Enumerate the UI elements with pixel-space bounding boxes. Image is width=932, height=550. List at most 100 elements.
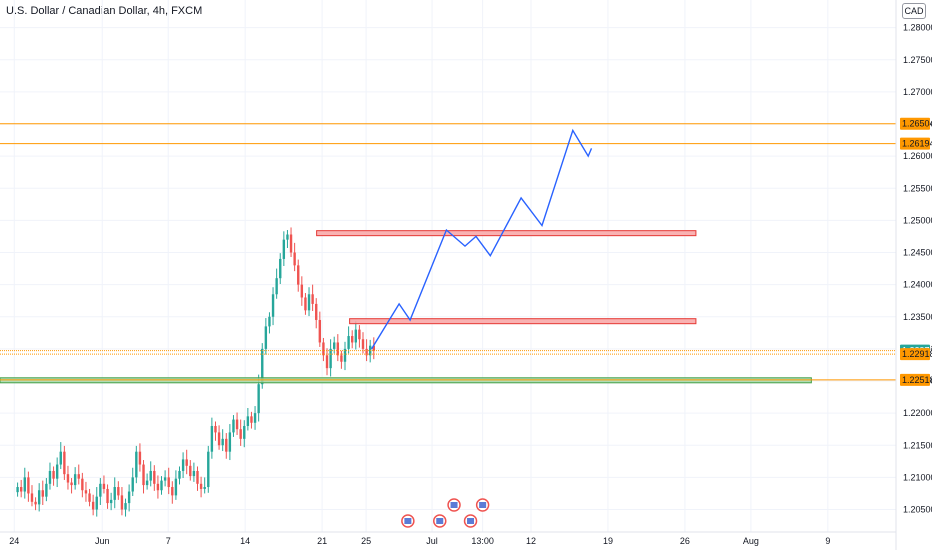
y-tick-label: 1.21000 <box>903 472 932 482</box>
x-tick-label: 25 <box>361 536 371 546</box>
x-tick-label: 13:00 <box>471 536 494 546</box>
candle-body <box>95 496 98 510</box>
currency-badge[interactable]: CAD <box>902 3 926 19</box>
candle-body <box>289 234 293 253</box>
price-badge-label: 1.26194 <box>902 139 932 149</box>
candle-body <box>315 303 318 320</box>
candle-body <box>307 294 311 311</box>
candle-body <box>297 265 300 285</box>
candle-body <box>174 478 178 496</box>
candle-body <box>336 342 340 356</box>
x-tick-label: Aug <box>743 536 759 546</box>
event-flag-icon <box>479 502 487 508</box>
candle-body <box>268 316 271 327</box>
x-tick-label: 24 <box>9 536 19 546</box>
candle-body <box>196 470 199 484</box>
y-tick-label: 1.25500 <box>903 183 932 193</box>
candle-body <box>109 499 113 504</box>
candle-body <box>217 432 221 446</box>
candle-body <box>120 495 124 510</box>
candle-body <box>322 342 325 356</box>
candle-body <box>34 501 37 505</box>
y-tick-label: 1.25000 <box>903 215 932 225</box>
x-tick-label: 9 <box>825 536 830 546</box>
candle-body <box>329 348 332 369</box>
candle-body <box>55 464 59 479</box>
y-tick-label: 1.24500 <box>903 248 932 258</box>
candle-body <box>178 470 181 479</box>
candle-body <box>70 482 73 486</box>
zones[interactable] <box>0 230 812 384</box>
candle-body <box>124 503 127 510</box>
y-tick-label: 1.20500 <box>903 505 932 515</box>
candle-body <box>27 477 30 494</box>
price-badge-bg <box>900 137 930 150</box>
candle-body <box>66 474 70 483</box>
candle-body <box>207 451 210 488</box>
candle-body <box>81 478 84 491</box>
candle-body <box>142 464 145 486</box>
candle-body <box>23 477 26 492</box>
candle-body <box>102 483 106 489</box>
candle-body <box>214 425 217 433</box>
candle-body <box>333 342 336 349</box>
candle-body <box>293 252 296 266</box>
candle-body <box>127 491 131 504</box>
candle-body <box>163 477 167 481</box>
x-tick-label: 14 <box>240 536 250 546</box>
candle-body <box>149 470 152 481</box>
candle-body <box>37 490 41 505</box>
y-tick-label: 1.21500 <box>903 440 932 450</box>
candle-body <box>199 483 203 489</box>
candle-body <box>325 355 329 369</box>
candle-body <box>243 425 246 439</box>
price-levels[interactable] <box>0 123 896 381</box>
candle-body <box>253 413 257 423</box>
candle-body <box>340 355 343 362</box>
time-axis[interactable]: 24 Jun 7 14 21 25 Jul 13:00 12 19 26 Aug 9 <box>9 536 830 546</box>
candle-body <box>59 451 62 465</box>
candle-body <box>99 483 102 497</box>
candle-body <box>153 470 156 484</box>
chart-title: U.S. Dollar / Canadian Dollar, 4h, FXCM <box>6 5 203 17</box>
candle-body <box>117 487 120 496</box>
candle-body <box>203 487 206 489</box>
y-tick-label: 1.23500 <box>903 312 932 322</box>
price-badge-bg <box>900 117 930 130</box>
price-axis[interactable]: 1.280001.275001.270001.265001.260001.255… <box>903 23 932 515</box>
candle-body <box>45 483 48 497</box>
y-tick-label: 1.27000 <box>903 87 932 97</box>
chart-grid <box>0 0 896 532</box>
candle-body <box>365 348 368 356</box>
candle-body <box>282 239 286 259</box>
candle-body <box>232 419 235 433</box>
candle-body <box>343 348 347 362</box>
candle-body <box>41 490 44 497</box>
candle-body <box>351 336 354 343</box>
candle-body <box>192 470 196 477</box>
candle-body <box>16 487 19 493</box>
x-tick-label: 21 <box>317 536 327 546</box>
candle-body <box>264 326 268 349</box>
candle-body <box>145 480 149 486</box>
candle-body <box>30 493 34 502</box>
candle-body <box>225 438 228 452</box>
candle-body <box>106 488 109 504</box>
price-badge-bg <box>900 348 930 361</box>
event-flag-icon <box>467 518 475 524</box>
candle-body <box>239 429 242 439</box>
red-zone-rect <box>316 230 697 237</box>
y-tick-label: 1.24000 <box>903 280 932 290</box>
candle-body <box>228 432 232 452</box>
candle-body <box>354 329 358 343</box>
candle-body <box>246 416 250 426</box>
projection-line <box>371 128 593 350</box>
event-flags[interactable] <box>401 498 490 528</box>
candle-body <box>167 477 170 488</box>
candle-body <box>131 477 134 492</box>
price-badge-label: 1.22518 <box>902 375 932 385</box>
projection-path[interactable] <box>371 128 593 350</box>
candle-body <box>210 425 214 452</box>
candle-body <box>48 470 52 484</box>
